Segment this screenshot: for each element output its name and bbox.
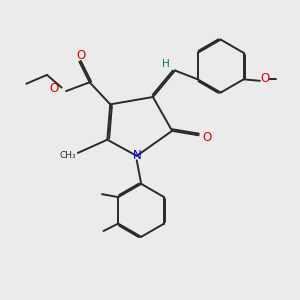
Text: O: O bbox=[50, 82, 59, 95]
Text: N: N bbox=[132, 149, 141, 162]
Text: O: O bbox=[260, 72, 270, 85]
Text: O: O bbox=[202, 131, 212, 144]
Text: H: H bbox=[162, 59, 170, 69]
Text: O: O bbox=[76, 49, 86, 62]
Text: CH₃: CH₃ bbox=[59, 152, 76, 160]
